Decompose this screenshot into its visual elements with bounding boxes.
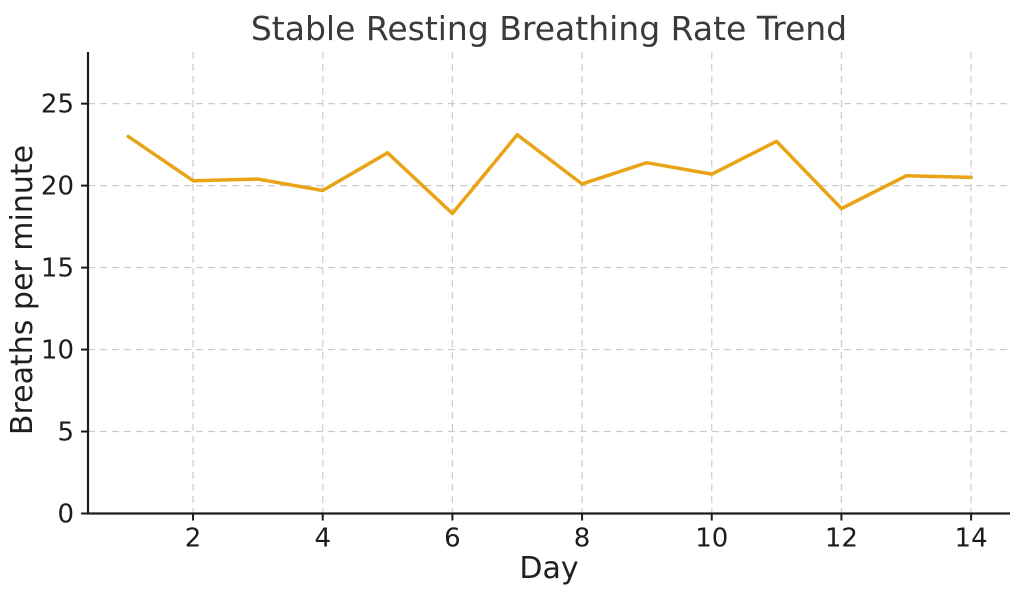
y-tick-label: 5	[57, 418, 74, 448]
y-axis-label: Breaths per minute	[5, 145, 40, 435]
x-axis-label: Day	[519, 551, 578, 586]
x-tick-label: 8	[574, 524, 591, 554]
y-tick-label: 20	[41, 172, 74, 202]
x-tick-label: 2	[185, 524, 202, 554]
y-tick-label: 0	[57, 500, 74, 530]
x-tick-label: 6	[444, 524, 461, 554]
x-tick-label: 4	[314, 524, 331, 554]
x-tick-label: 12	[825, 524, 858, 554]
breathing-rate-trend-line	[126, 133, 973, 216]
x-tick-label: 10	[695, 524, 728, 554]
y-tick-label: 10	[41, 336, 74, 366]
tick-marks	[81, 102, 973, 521]
gridlines	[88, 52, 1010, 515]
chart-title: Stable Resting Breathing Rate Trend	[251, 9, 847, 48]
breathing-rate-line-series	[126, 133, 973, 216]
axes-spines	[86, 52, 1010, 515]
y-tick-label: 15	[41, 254, 74, 284]
x-tick-label: 14	[955, 524, 988, 554]
tick-labels: 2 4 6 8 10 12 14 0 5 10 15 20 25	[41, 90, 988, 554]
y-tick-label: 25	[41, 90, 74, 120]
